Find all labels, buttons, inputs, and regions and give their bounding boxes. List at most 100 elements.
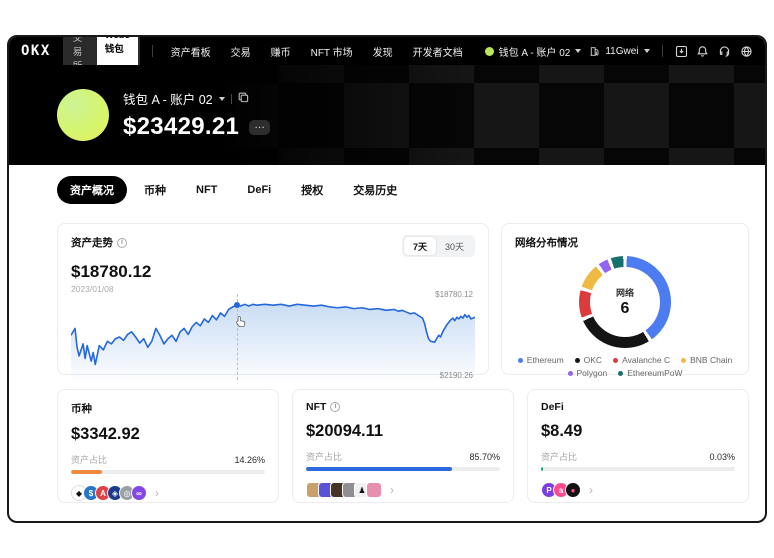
nft-thumbnails: ♟ [306, 482, 382, 498]
trend-hover-date: 2023/01/08 [71, 284, 114, 294]
top-navbar: OKX 交易所 Web3钱包 资产看板 交易 赚币 NFT 市场 发现 开发者文… [9, 37, 765, 77]
range-30d-button[interactable]: 30天 [444, 241, 464, 252]
nft-progress-track [306, 467, 500, 471]
donut-center-label: 网络 [615, 288, 634, 298]
wallet-avatar[interactable] [57, 89, 109, 141]
coins-value: $3342.92 [71, 425, 140, 443]
tab-approvals[interactable]: 授权 [301, 185, 324, 197]
coins-card-title: 币种 [71, 403, 92, 415]
trend-line-chart [71, 294, 475, 380]
legend-item-bnb-chain: BNB Chain [681, 355, 732, 365]
defi-progress-fill [541, 467, 544, 471]
chevron-right-icon[interactable]: › [589, 483, 593, 497]
divider [661, 45, 663, 57]
legend-dot [613, 357, 619, 363]
chevron-right-icon[interactable]: › [390, 483, 394, 497]
chevron-down-icon[interactable] [218, 96, 225, 101]
tab-history[interactable]: 交易历史 [353, 185, 398, 197]
nft-ratio-label: 资产占比 [306, 452, 343, 462]
section-tabbar: 资产概况 币种 NFT DeFi 授权 交易历史 [9, 165, 765, 213]
okx-logo: OKX [21, 43, 51, 59]
globe-icon[interactable] [739, 41, 753, 61]
bell-icon[interactable] [696, 41, 710, 61]
nav-item-discover[interactable]: 发现 [372, 47, 393, 59]
divider [230, 93, 232, 104]
coins-summary-card[interactable]: 币种 $3342.92 资产占比 14.26% ◆ $ A ◈ ◎ ∞ › [57, 389, 279, 503]
polygon-token-icon: ∞ [131, 485, 147, 501]
tab-defi[interactable]: DeFi [247, 184, 272, 196]
more-actions-button[interactable]: … [249, 119, 271, 135]
nav-item-dashboard[interactable]: 资产看板 [170, 47, 211, 59]
legend-dot [567, 370, 573, 376]
nav-item-earn[interactable]: 赚币 [270, 47, 291, 59]
coins-ratio-percent: 14.26% [234, 454, 265, 465]
divider [151, 45, 153, 57]
network-distribution-card: 网络分布情况 网络 6 Ethereum OKC Avalanche C BNB… [501, 223, 749, 378]
range-toggle: 7天 30天 [401, 235, 475, 257]
headset-icon[interactable] [718, 41, 732, 61]
chart-max-label: $18780.12 [435, 290, 473, 299]
defi-progress-track [541, 467, 735, 471]
chevron-down-icon [643, 49, 650, 53]
tab-nft[interactable]: NFT [196, 184, 218, 196]
coins-progress-fill [71, 470, 103, 474]
coins-ratio-label: 资产占比 [71, 455, 108, 465]
chart-cursor-line [236, 294, 238, 380]
main-content: 资产走势 i 7天 30天 $18780.12 2023/01/08 $1878… [9, 213, 765, 503]
network-card-title: 网络分布情况 [515, 237, 578, 249]
chevron-down-icon [575, 49, 582, 53]
chart-min-label: $2190.26 [439, 371, 473, 380]
nav-item-trade[interactable]: 交易 [230, 47, 251, 59]
chart-cursor-dot [233, 302, 240, 309]
legend-item-ethereumpow: EthereumPoW [618, 368, 683, 378]
trend-hover-value: $18780.12 [71, 262, 152, 281]
total-balance: $23429.21 [123, 113, 240, 140]
account-selector[interactable]: 钱包 A - 账户 02 [484, 44, 582, 59]
trend-card-title: 资产走势 [71, 237, 113, 249]
gas-pump-icon [590, 46, 599, 56]
range-7d-button[interactable]: 7天 [403, 237, 436, 255]
nft-progress-fill [306, 467, 452, 471]
asset-trend-card: 资产走势 i 7天 30天 $18780.12 2023/01/08 $1878… [57, 223, 489, 380]
gas-price-selector[interactable]: 11Gwei [589, 45, 650, 57]
legend-item-ethereum: Ethereum [517, 355, 564, 365]
trend-chart[interactable]: $18780.12 $2190.26 [71, 290, 475, 380]
nft-summary-card[interactable]: NFT i $20094.11 资产占比 85.70% ♟ › [292, 389, 514, 503]
legend-dot [574, 357, 580, 363]
wallet-hero: 钱包 A - 账户 02 $23429.21 … [9, 65, 765, 165]
copy-address-icon[interactable] [238, 92, 249, 106]
app-window: OKX 交易所 Web3钱包 资产看板 交易 赚币 NFT 市场 发现 开发者文… [7, 35, 767, 523]
defi-protocol-3-icon: ● [565, 482, 581, 498]
legend-item-okc: OKC [574, 355, 602, 365]
info-icon[interactable]: i [117, 237, 127, 248]
legend-item-avalanche: Avalanche C [613, 355, 670, 365]
donut-center: 网络 6 [590, 267, 660, 337]
gas-price-label: 11Gwei [605, 45, 639, 57]
legend-dot [618, 370, 624, 376]
nft-ratio-percent: 85.70% [469, 451, 500, 462]
info-icon[interactable]: i [330, 402, 341, 412]
tab-coins[interactable]: 币种 [144, 185, 166, 197]
nav-item-dev-docs[interactable]: 开发者文档 [412, 47, 463, 59]
defi-card-title: DeFi [541, 401, 564, 413]
tab-asset-overview[interactable]: 资产概况 [57, 176, 127, 204]
nav-item-nft-market[interactable]: NFT 市场 [310, 47, 353, 59]
network-legend: Ethereum OKC Avalanche C BNB Chain Polyg… [515, 355, 735, 378]
nft-thumb-6 [366, 482, 382, 498]
wallet-name[interactable]: 钱包 A - 账户 02 [123, 93, 213, 107]
nft-value: $20094.11 [306, 422, 384, 440]
coins-token-icons: ◆ $ A ◈ ◎ ∞ [71, 485, 147, 501]
defi-value: $8.49 [541, 422, 583, 440]
legend-dot [517, 357, 523, 363]
account-avatar-dot [484, 46, 494, 56]
download-app-icon[interactable] [674, 41, 688, 61]
legend-item-polygon: Polygon [567, 368, 607, 378]
chevron-right-icon[interactable]: › [155, 486, 159, 500]
hand-cursor-icon [234, 315, 247, 333]
account-label: 钱包 A - 账户 02 [498, 47, 571, 59]
nft-card-title: NFT [306, 401, 327, 413]
legend-dot [681, 357, 687, 363]
donut-center-value: 6 [620, 300, 630, 317]
